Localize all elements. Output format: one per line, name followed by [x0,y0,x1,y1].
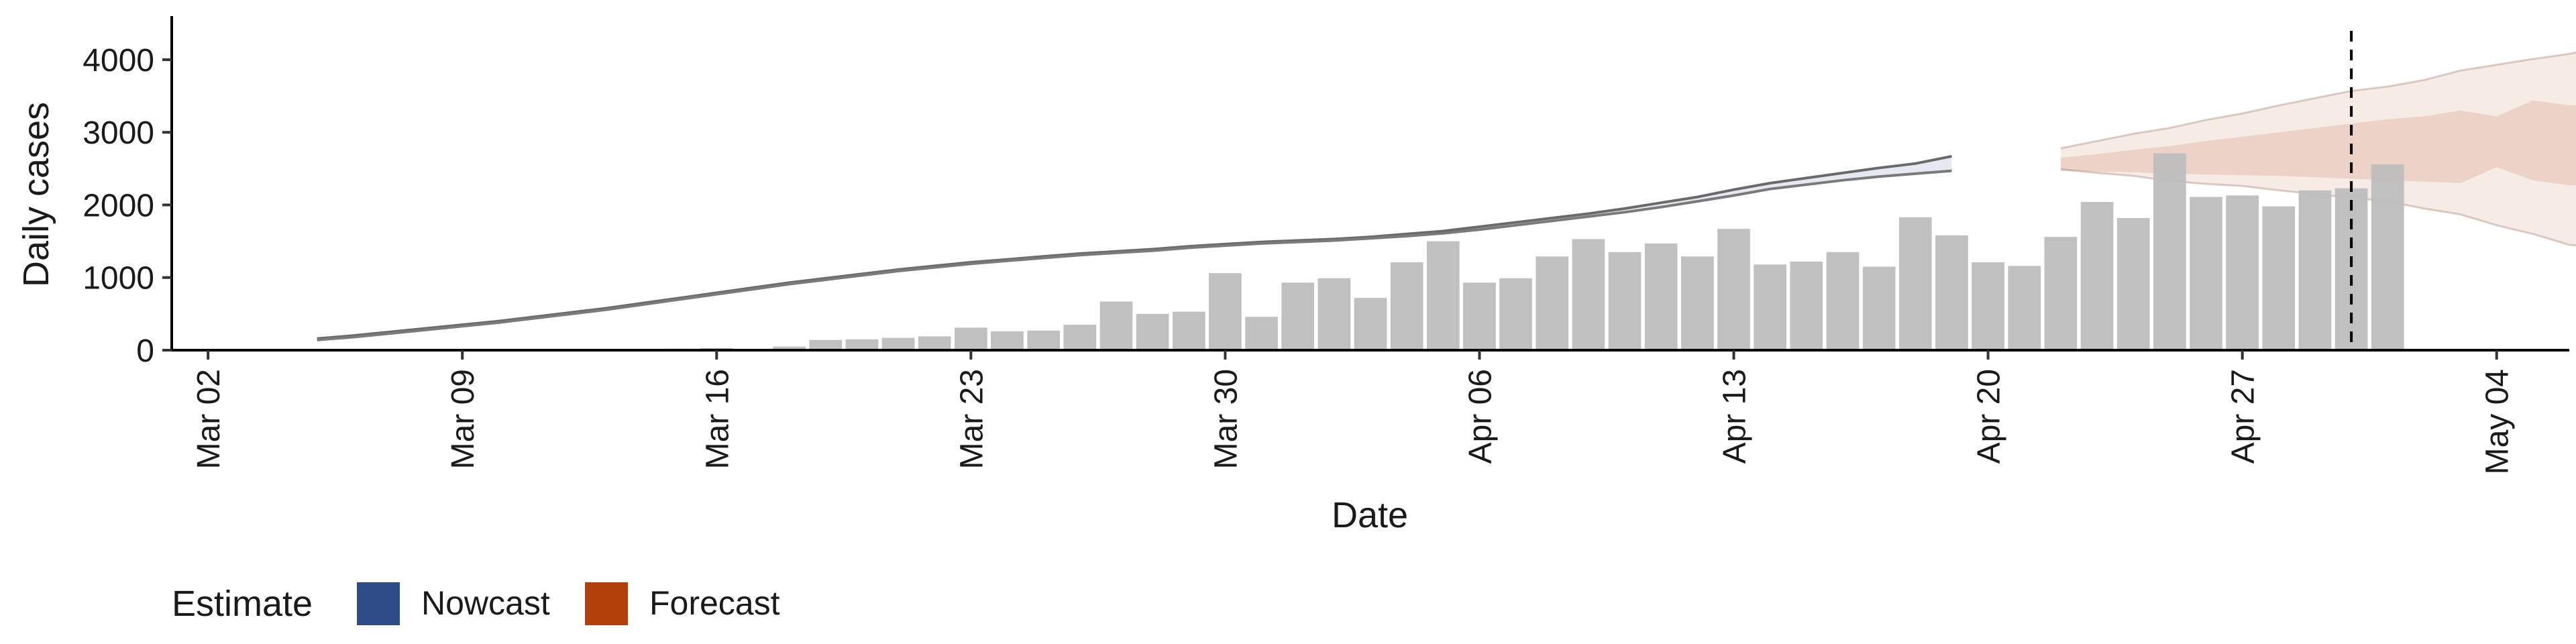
x-tick-label: Mar 23 [954,369,989,469]
bar [1608,252,1642,350]
bar [1935,235,1968,350]
y-tick-label: 0 [136,333,154,369]
legend-label-nowcast: Nowcast [421,584,550,622]
bar [1972,262,2004,350]
bar [2298,190,2332,350]
bar [1172,311,1205,350]
bar [918,336,951,350]
bar [2044,237,2078,350]
x-tick-label: Mar 09 [445,369,481,469]
bar [809,339,843,350]
bar [2008,266,2041,350]
nowcast-layer [317,154,1952,341]
bar [1536,256,1569,350]
bar [1898,217,1932,350]
legend-label-forecast: Forecast [649,584,780,622]
forecast-layer [2060,51,2576,247]
bar [2226,195,2259,350]
ticks-layer: 0 1000 2000 3000 4000 Mar 02 Mar 09 Mar 16 Mar 2… [83,43,2515,474]
bar [881,337,915,350]
bar [1499,278,1532,350]
bar [1245,317,1278,350]
bar [1063,325,1097,350]
bar [773,346,806,350]
bar [1390,262,1424,350]
x-axis-title: Date [1332,495,1408,535]
bar [2371,164,2404,350]
bar [2262,206,2296,350]
bar [1790,261,1823,350]
bar [1136,313,1169,350]
x-tick-label: Apr 13 [1717,369,1753,464]
bar [1572,239,1605,350]
x-tick-label: Apr 20 [1972,369,2007,464]
bar [1644,243,1678,350]
bar [1681,256,1714,350]
y-tick-label: 2000 [83,188,154,223]
bar [1354,298,1387,350]
bar [1754,264,1786,350]
bar [1826,252,1860,350]
bar [1862,266,1896,350]
y-axis-title: Daily cases [16,102,56,287]
forecast-inner-band [2060,100,2576,186]
x-tick-label: Mar 30 [1208,369,1244,469]
x-tick-label: Apr 27 [2226,369,2261,464]
bar [2190,197,2222,350]
forecast-upper-line [2060,51,2576,150]
forecast-outer-band [2060,52,2576,246]
legend-swatch-nowcast [357,582,400,625]
nowcast-lower-line [317,169,1952,341]
bar [955,327,987,350]
bar [2334,188,2368,350]
bar [1318,278,1351,350]
x-tick-label: Mar 02 [191,369,227,469]
bar [1099,301,1133,350]
bar [845,339,879,350]
bar [1717,229,1750,350]
legend-title: Estimate [172,584,313,624]
bar [1027,330,1060,350]
nowcast-upper-line [317,154,1952,340]
x-tick-label: Apr 06 [1463,369,1499,464]
legend-swatch-forecast [585,582,628,625]
legend: Estimate Nowcast Forecast [172,582,780,625]
bar [1426,241,1460,350]
bars-layer [445,153,2404,350]
y-tick-label: 1000 [83,261,154,297]
bar [991,331,1024,350]
bar [2116,218,2150,350]
bar [1463,282,1496,350]
bar [2080,202,2114,350]
y-tick-label: 3000 [83,115,154,151]
bar [2153,153,2186,350]
y-tick-label: 4000 [83,43,154,78]
bar [1281,282,1314,350]
axes-layer [170,16,2569,352]
x-tick-label: Mar 16 [700,369,735,469]
x-tick-label: May 04 [2480,369,2516,474]
bar [1209,273,1242,350]
